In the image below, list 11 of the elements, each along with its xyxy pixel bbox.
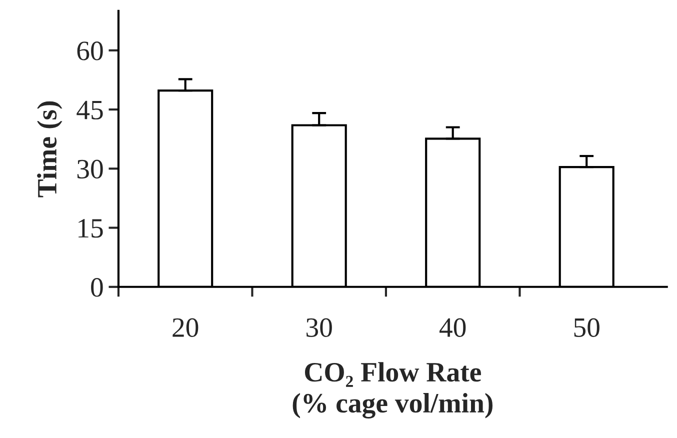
y-tick-label: 45: [76, 100, 103, 120]
y-tick-label: 15: [78, 219, 103, 238]
x-tick-label: 20: [172, 318, 198, 337]
y-axis-title: Time (s): [37, 101, 62, 198]
y-tick-label: 60: [77, 42, 103, 60]
x-axis-title: CO₂ Flow Rate (% cage vol/min): [292, 362, 492, 418]
x-tick-label: 50: [574, 318, 600, 337]
y-tick-label: 30: [77, 160, 103, 179]
y-tick-label: 0: [91, 278, 103, 297]
x-tick-label: 30: [306, 318, 332, 337]
x-tick-label: 40: [440, 318, 466, 337]
